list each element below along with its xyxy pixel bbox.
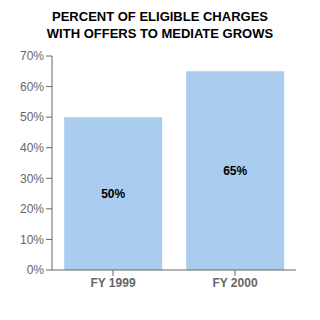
svg-text:FY 1999: FY 1999 (90, 276, 135, 290)
svg-text:70%: 70% (20, 49, 44, 63)
svg-text:40%: 40% (20, 141, 44, 155)
svg-text:50%: 50% (101, 187, 125, 201)
html-text:PERCENT OF ELIGIBLE CHARGES: PERCENT OF ELIGIBLE CHARGES (52, 9, 268, 24)
svg-text:FY 2000: FY 2000 (212, 276, 257, 290)
svg-text:20%: 20% (20, 202, 44, 216)
svg-text:60%: 60% (20, 80, 44, 94)
svg-text:65%: 65% (223, 164, 247, 178)
html-text:WITH OFFERS TO MEDIATE GROWS: WITH OFFERS TO MEDIATE GROWS (46, 26, 274, 41)
svg-text:50%: 50% (20, 110, 44, 124)
svg-text:30%: 30% (20, 172, 44, 186)
svg-text:10%: 10% (20, 233, 44, 247)
svg-text:0%: 0% (27, 263, 45, 277)
